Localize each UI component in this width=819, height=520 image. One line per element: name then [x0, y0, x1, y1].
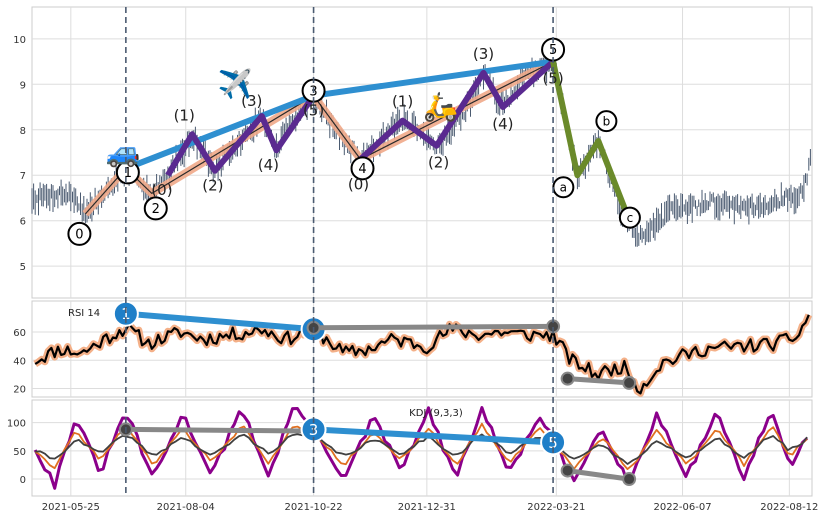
rsi-divergence-label: 1 — [121, 305, 131, 323]
price-plot-area — [31, 6, 813, 299]
kdj-divergence-point — [560, 463, 575, 478]
xtick-label: 2021-08-04 — [157, 502, 215, 513]
main-wave-label-circle — [143, 196, 168, 221]
xtick-label: 2022-03-21 — [527, 502, 585, 513]
sub-wave-label: (0) — [348, 175, 369, 193]
sub-wave-line-2 — [358, 59, 556, 162]
kdj-line-j — [33, 406, 809, 490]
kdj-line-d — [35, 433, 808, 465]
price-ytick-label: 5 — [20, 262, 26, 273]
sub-wave-label: (3) — [241, 92, 262, 110]
kdj-ytick-label: 100 — [7, 419, 26, 430]
correction-wave-line — [550, 60, 629, 213]
correction-label: b — [603, 114, 611, 128]
rsi-divergence-line — [122, 310, 317, 333]
rsi-divergence-point — [560, 371, 575, 386]
sub-wave-line-1 — [165, 94, 317, 177]
main-wave-label: 4 — [358, 162, 366, 177]
kdj-title: KDJ (9,3,3) — [409, 408, 463, 419]
rsi-divergence-point — [622, 375, 637, 390]
price-panel: 5678910012345(0)(1)(2)(3)(4)(5)(0)(1)(2)… — [13, 6, 813, 299]
rsi-title: RSI 14 — [68, 308, 100, 319]
scooter-emoji: 🛵 — [423, 90, 458, 123]
car-emoji: 🚙 — [106, 136, 141, 169]
kdj-ytick-label: 0 — [20, 475, 26, 486]
airplane-emoji: ✈️ — [218, 66, 253, 100]
xtick-label: 2021-10-22 — [285, 502, 343, 513]
sub-wave-label: (1) — [174, 106, 195, 124]
rsi-divergence-line — [311, 323, 556, 331]
kdj-divergence-point — [622, 472, 637, 487]
sub-wave-label: (2) — [202, 177, 223, 195]
sub-wave-label: (4) — [258, 156, 279, 174]
xtick-label: 2021-12-31 — [398, 502, 456, 513]
sub-wave-label: (2) — [428, 154, 449, 172]
main-wave-label: 0 — [75, 228, 83, 243]
kdj-ytick-label: 50 — [13, 447, 26, 458]
kdj-divergence-line — [565, 468, 632, 482]
sub-wave-label: (0) — [151, 181, 172, 199]
rsi-ytick-label: 20 — [13, 385, 26, 396]
rsi-ytick-label: 60 — [13, 328, 26, 339]
main-wave-label-circle — [115, 160, 140, 185]
kdj-divergence-line — [123, 426, 317, 434]
price-ytick-label: 10 — [13, 35, 26, 46]
price-ytick-label: 9 — [20, 80, 26, 91]
main-wave-label: 1 — [124, 166, 132, 181]
correction-label: c — [627, 211, 634, 225]
main-wave-label-circle — [350, 156, 375, 181]
xtick-label: 2021-05-25 — [42, 502, 100, 513]
correction-label-circle — [618, 206, 641, 229]
kdj-plot-area — [31, 399, 813, 497]
rsi-divergence-line — [565, 376, 632, 386]
correction-label-circle — [595, 110, 618, 133]
price-ytick-label: 7 — [20, 171, 26, 182]
xtick-label: 2022-06-07 — [653, 502, 711, 513]
sub-wave-label: (3) — [473, 45, 494, 63]
main-wave-label: 2 — [152, 202, 160, 217]
correction-label: a — [560, 181, 567, 195]
price-ytick-label: 6 — [20, 217, 26, 228]
xtick-label: 2022-08-12 — [760, 502, 818, 513]
sub-wave-label: (1) — [392, 93, 413, 111]
price-ytick-label: 8 — [20, 126, 26, 137]
main-wave-label-circle — [67, 221, 92, 246]
kdj-divergence-line — [310, 426, 557, 446]
rsi-line — [34, 314, 810, 395]
rsi-ytick-label: 40 — [13, 356, 26, 367]
sub-wave-label: (4) — [492, 115, 513, 133]
